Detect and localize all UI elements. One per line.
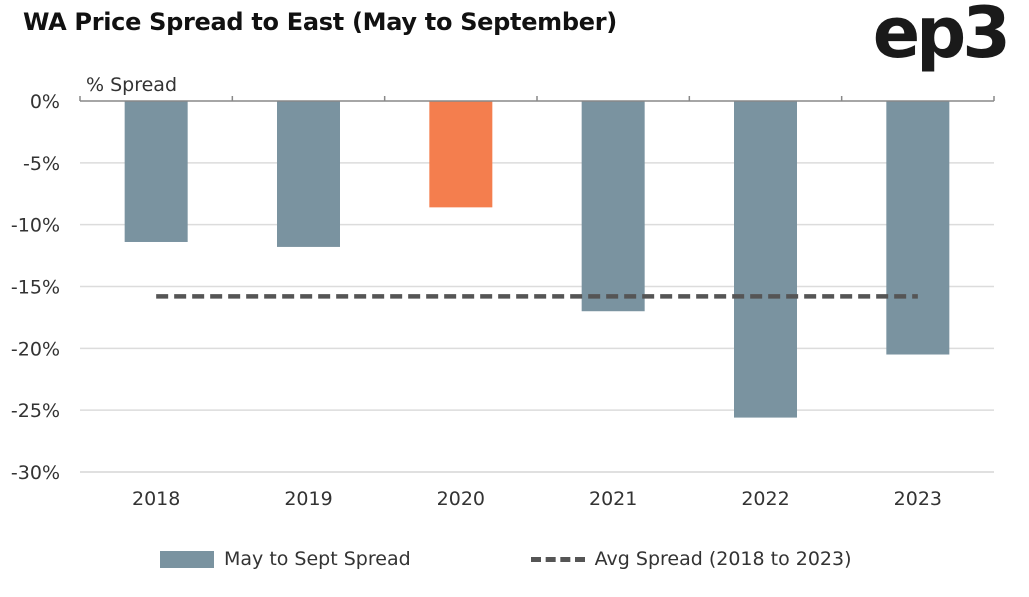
legend-item-spread: May to Sept Spread [160, 548, 411, 570]
ep3-logo: ep3 [872, 0, 1011, 74]
y-tick-label: -30% [11, 462, 60, 484]
y-tick-label: -10% [11, 215, 60, 237]
x-tick-label: 2020 [437, 488, 485, 510]
y-tick-label: -20% [11, 338, 60, 360]
y-axis-label: % Spread [86, 74, 177, 96]
bar-2021 [581, 101, 645, 312]
bar-2020 [429, 101, 493, 208]
legend: May to Sept Spread Avg Spread (2018 to 2… [160, 548, 852, 570]
x-tick-label: 2018 [132, 488, 180, 510]
x-tick-label: 2022 [741, 488, 789, 510]
legend-label-average: Avg Spread (2018 to 2023) [594, 548, 852, 570]
chart-title: WA Price Spread to East (May to Septembe… [23, 8, 617, 36]
legend-swatch-dashed-line [530, 556, 585, 562]
bars [124, 101, 950, 418]
x-tick-label: 2023 [894, 488, 942, 510]
bar-2023 [886, 101, 950, 355]
x-tick-label: 2021 [589, 488, 637, 510]
x-tick-label: 2019 [284, 488, 332, 510]
bar-2018 [124, 101, 188, 242]
axes: 0% -5% -10% -15% -20% -25% -30% 2018 2019 2020 202… [11, 91, 995, 510]
y-tick-label: -15% [11, 277, 60, 299]
legend-item-average: Avg Spread (2018 to 2023) [530, 548, 852, 570]
bar-2019 [277, 101, 340, 247]
y-tick-label: 0% [30, 91, 60, 113]
legend-swatch-bar [160, 550, 214, 568]
gridlines [80, 162, 994, 473]
bar-chart: 0% -5% -10% -15% -20% -25% -30% 2018 2019 2020 202… [11, 74, 995, 510]
bar-2022 [734, 101, 797, 418]
y-tick-label: -5% [23, 153, 60, 175]
y-tick-label: -25% [11, 400, 60, 422]
legend-label-spread: May to Sept Spread [224, 548, 411, 570]
